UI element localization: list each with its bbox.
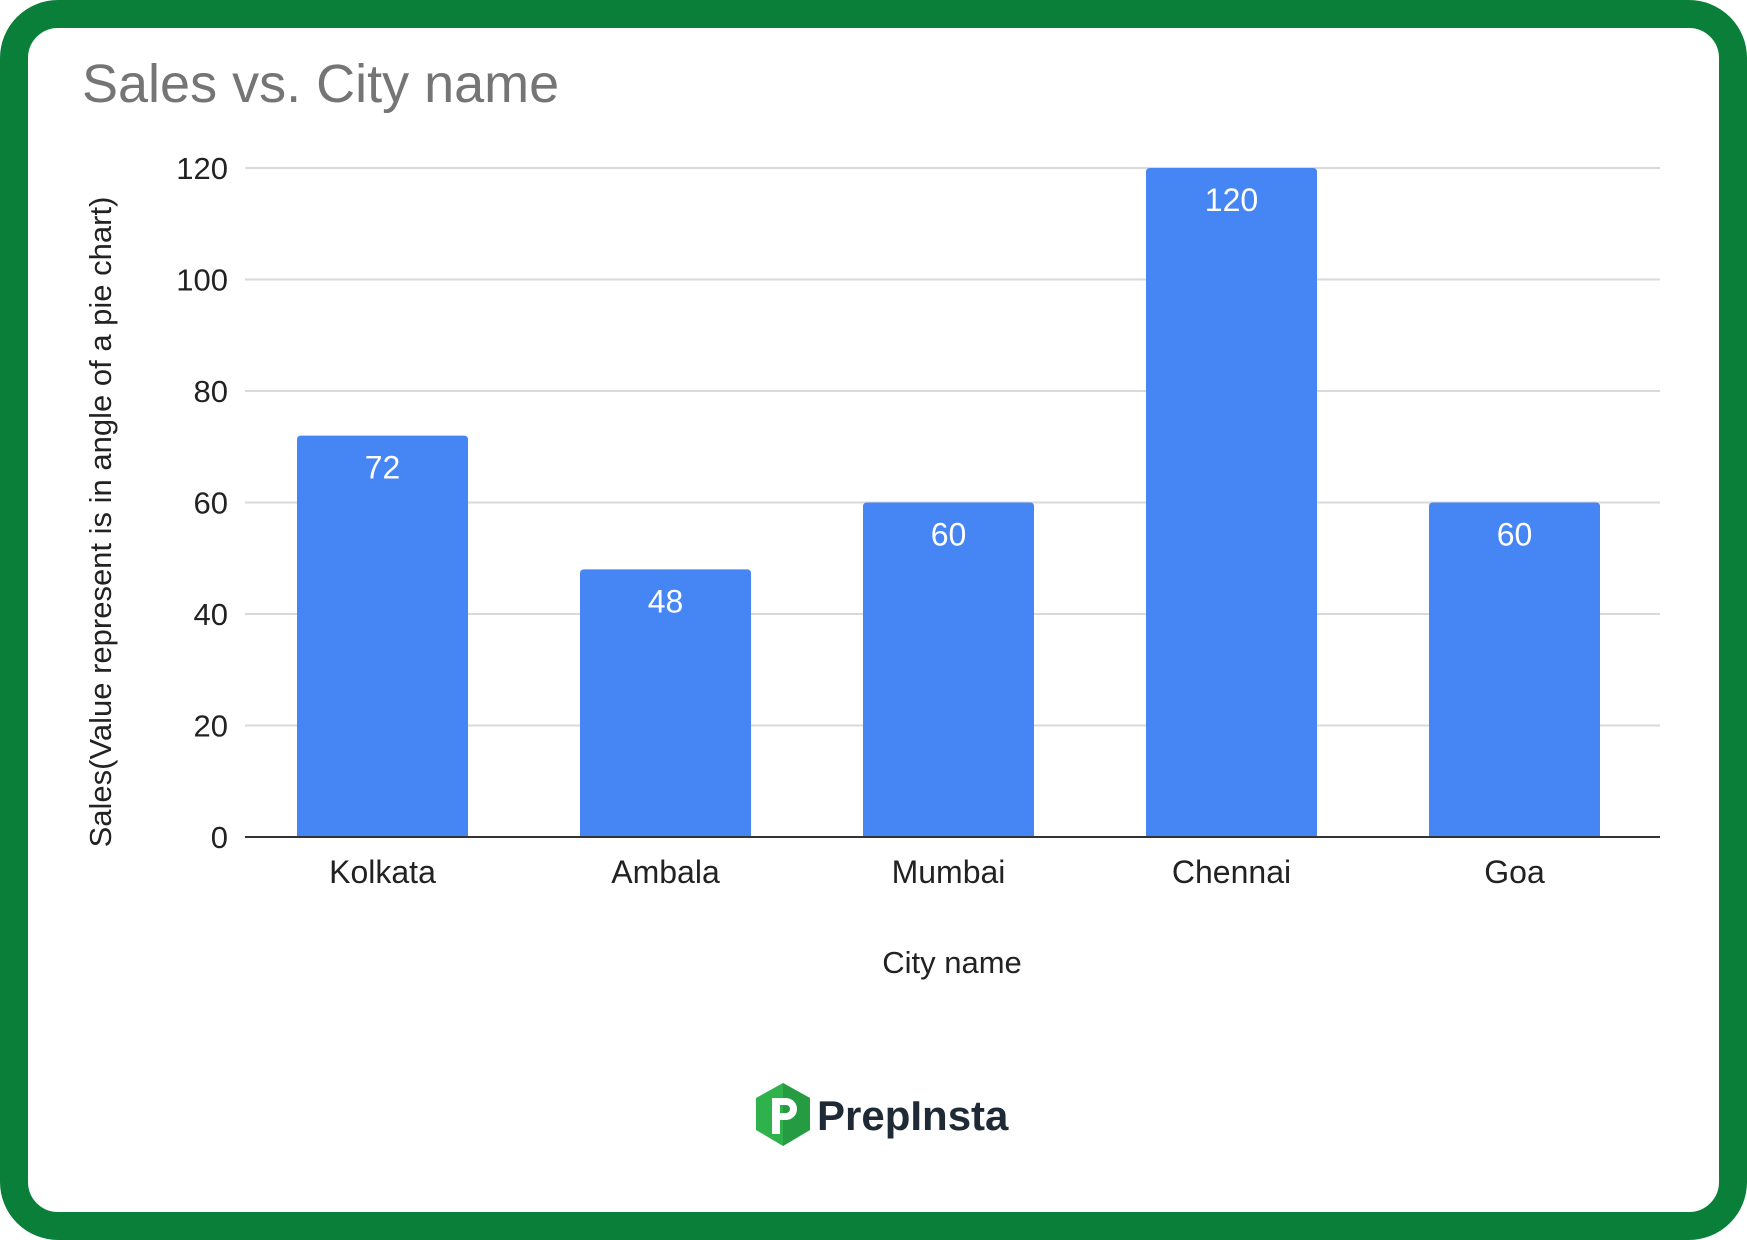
- data-label: 60: [931, 517, 967, 553]
- prepinsta-logo-icon: [756, 1083, 810, 1146]
- prepinsta-logo: PrepInsta: [756, 1083, 1009, 1146]
- y-tick-labels: 0 20 40 60 80 100 120: [176, 151, 228, 855]
- brand-name: PrepInsta: [817, 1092, 1009, 1139]
- bar-kolkata: [297, 435, 468, 837]
- data-label: 120: [1205, 182, 1258, 218]
- x-tick-label: Ambala: [611, 854, 720, 890]
- x-tick-label: Mumbai: [892, 854, 1006, 890]
- bar-ambala: [580, 569, 751, 837]
- x-tick-label: Kolkata: [329, 854, 436, 890]
- y-tick-label: 120: [176, 151, 228, 186]
- data-label: 48: [648, 583, 684, 619]
- data-labels: 72 48 60 120 60: [365, 182, 1533, 619]
- y-tick-label: 80: [194, 374, 228, 409]
- x-tick-label: Goa: [1484, 854, 1545, 890]
- x-tick-labels: Kolkata Ambala Mumbai Chennai Goa: [329, 854, 1545, 890]
- y-axis-title: Sales(Value represent is in angle of a p…: [83, 197, 118, 848]
- y-tick-label: 40: [194, 597, 228, 632]
- bar-mumbai: [863, 502, 1034, 837]
- y-tick-label: 60: [194, 486, 228, 521]
- chart-title: Sales vs. City name: [82, 54, 559, 114]
- y-tick-label: 0: [211, 820, 228, 855]
- x-axis-title: City name: [882, 945, 1022, 980]
- data-label: 72: [365, 450, 401, 486]
- y-tick-label: 20: [194, 709, 228, 744]
- y-tick-label: 100: [176, 263, 228, 298]
- bars: [297, 168, 1600, 837]
- x-tick-label: Chennai: [1172, 854, 1291, 890]
- data-label: 60: [1497, 517, 1533, 553]
- bar-goa: [1429, 502, 1600, 837]
- bar-chennai: [1146, 168, 1317, 837]
